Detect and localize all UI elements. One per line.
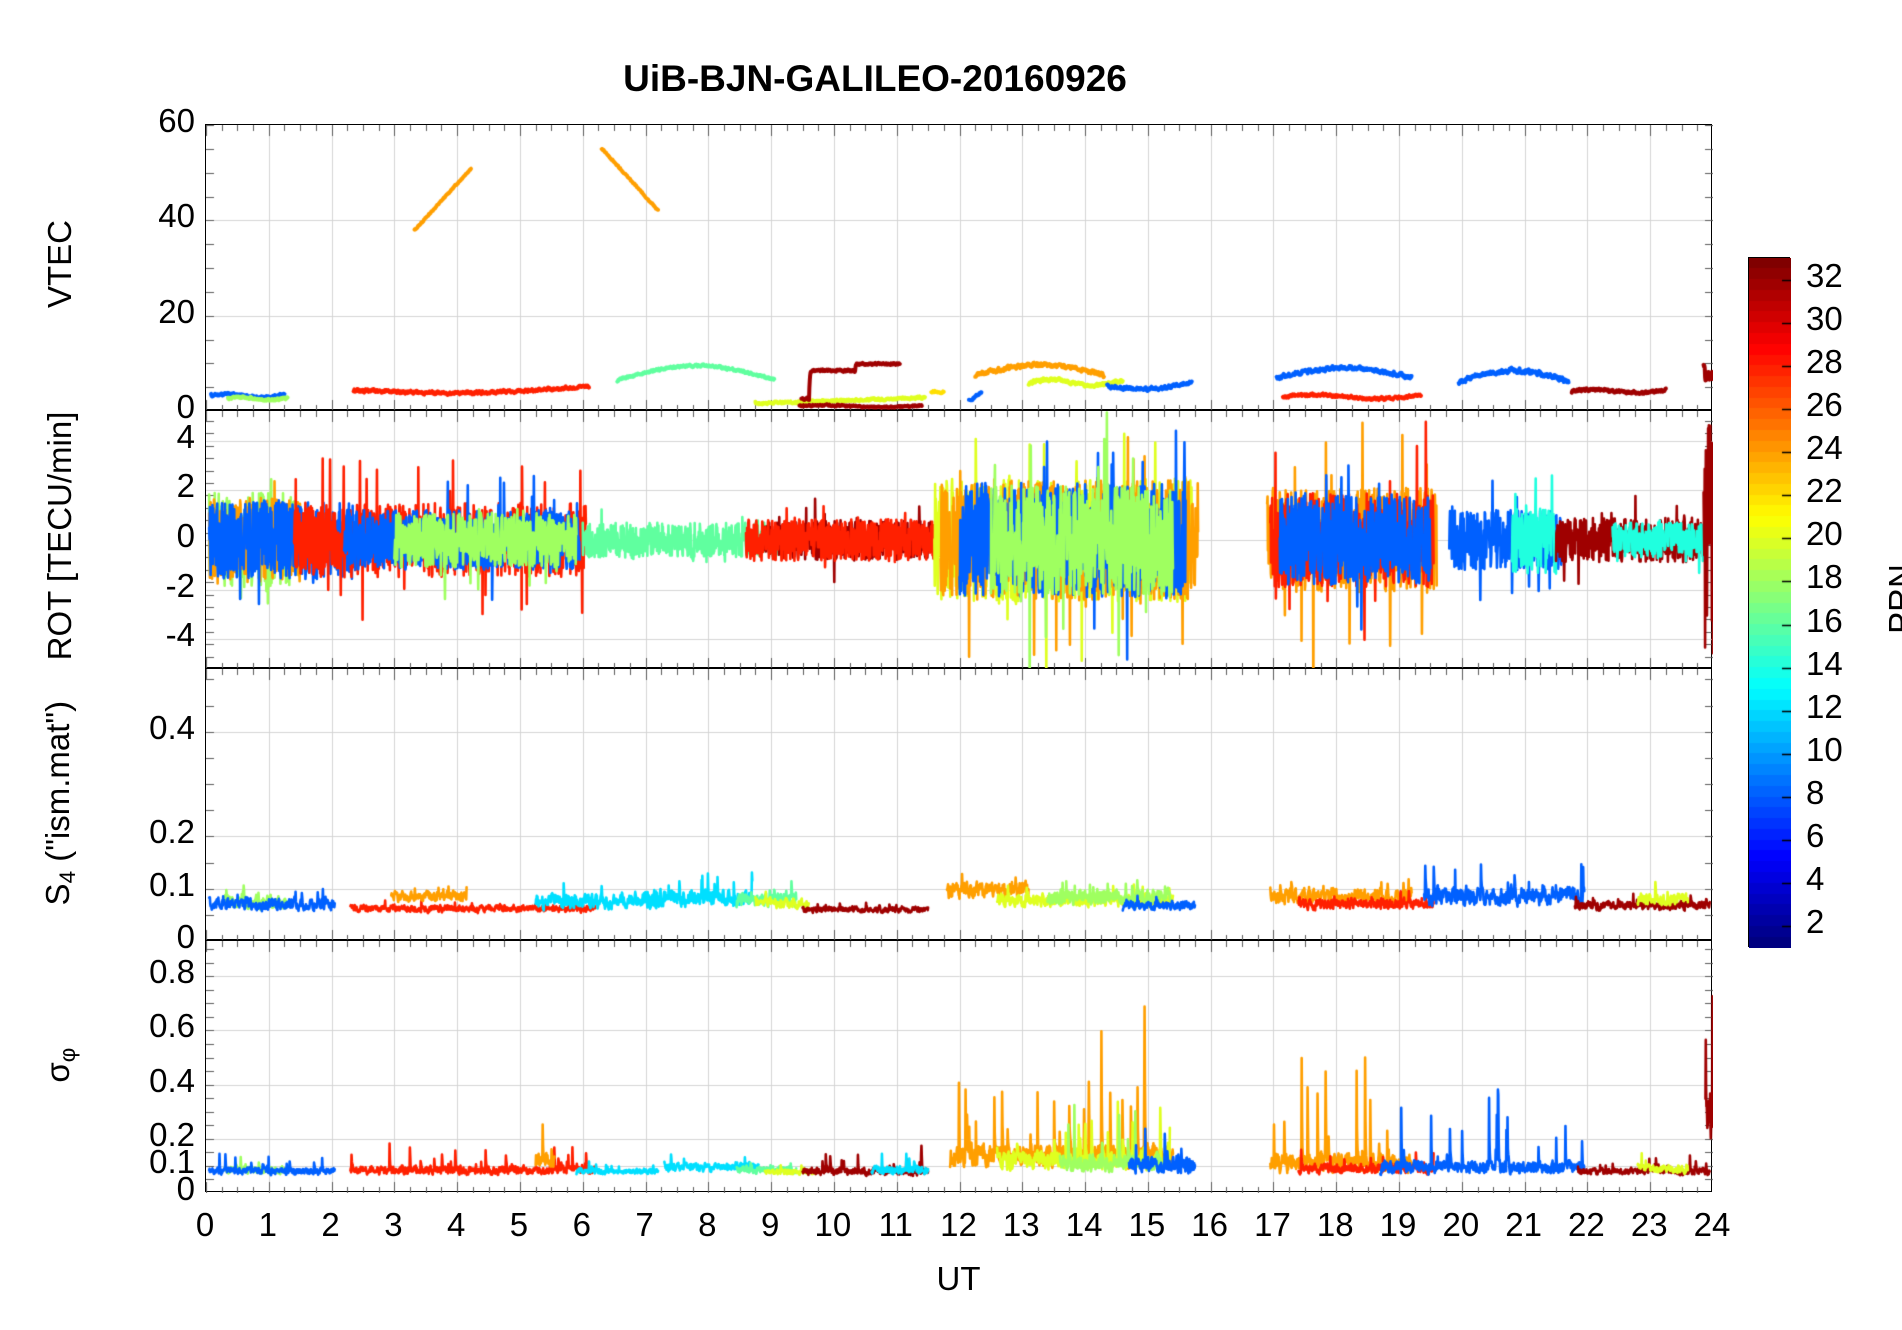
x-tick-label-16: 16 <box>1191 1206 1229 1243</box>
y-axis-label-sigphi: σφ <box>38 1047 81 1083</box>
plot-panel-vtec <box>205 124 1713 411</box>
x-tick-label-7: 7 <box>635 1206 654 1243</box>
y-tick-label-rot-3: 2 <box>176 467 195 505</box>
y-tick-label-rot-0: -4 <box>165 616 195 654</box>
colorbar-tick-label-5: 12 <box>1806 687 1843 725</box>
colorbar-tick-label-8: 18 <box>1806 558 1843 596</box>
y-tick-label-vtec-3: 60 <box>158 102 195 139</box>
colorbar-tick-label-12: 26 <box>1806 385 1843 423</box>
colorbar-tick-label-6: 14 <box>1806 644 1843 682</box>
x-tick-label-2: 2 <box>321 1206 340 1243</box>
colorbar-gradient <box>1749 258 1791 948</box>
y-tick-label-s4-3: 0.4 <box>149 708 195 746</box>
x-tick-label-10: 10 <box>814 1206 852 1243</box>
x-tick-label-11: 11 <box>878 1206 913 1243</box>
colorbar-tick-label-4: 10 <box>1806 730 1843 768</box>
x-tick-label-3: 3 <box>384 1206 403 1243</box>
colorbar-tick-label-2: 6 <box>1806 817 1825 855</box>
y-tick-label-vtec-1: 20 <box>158 292 195 330</box>
x-tick-label-1: 1 <box>258 1206 277 1243</box>
y-tick-label-vtec-0: 0 <box>176 388 195 425</box>
colorbar-tick-label-7: 16 <box>1806 601 1843 639</box>
colorbar-tick-label-3: 8 <box>1806 774 1825 812</box>
y-tick-label-rot-1: -2 <box>165 566 195 604</box>
x-tick-label-9: 9 <box>760 1206 780 1243</box>
colorbar-tick-label-0: 2 <box>1806 903 1825 941</box>
x-tick-label-12: 12 <box>940 1206 977 1243</box>
colorbar-tick-label-15: 32 <box>1806 256 1843 294</box>
y-tick-label-vtec-2: 40 <box>158 197 195 235</box>
colorbar-tick-label-9: 20 <box>1806 515 1843 553</box>
x-tick-label-0: 0 <box>195 1206 215 1243</box>
colorbar-label: PRN <box>1881 564 1902 634</box>
plot-canvas-s4 <box>206 669 1713 941</box>
plot-panel-s4 <box>205 668 1713 941</box>
x-tick-label-18: 18 <box>1316 1206 1354 1243</box>
page-title: UiB-BJN-GALILEO-20160926 <box>623 58 1127 99</box>
colorbar-tick-label-13: 28 <box>1806 342 1843 380</box>
colorbar-tick-label-10: 22 <box>1806 472 1843 510</box>
x-tick-label-19: 19 <box>1379 1206 1417 1243</box>
y-tick-label-rot-4: 4 <box>176 417 195 455</box>
colorbar <box>1748 257 1791 948</box>
x-tick-label-23: 23 <box>1630 1206 1668 1243</box>
x-axis-label: UT <box>936 1260 981 1297</box>
colorbar-tick-label-11: 24 <box>1806 429 1843 467</box>
x-tick-label-6: 6 <box>572 1206 591 1243</box>
x-tick-label-15: 15 <box>1128 1206 1166 1243</box>
y-tick-label-sigphi-1: 0.1 <box>149 1142 195 1180</box>
x-tick-label-21: 21 <box>1505 1206 1542 1243</box>
x-tick-label-8: 8 <box>698 1206 717 1243</box>
plot-canvas-vtec <box>206 125 1713 411</box>
x-tick-label-4: 4 <box>446 1206 466 1243</box>
plot-panel-rot <box>205 410 1713 669</box>
plot-panel-sigphi <box>205 940 1713 1193</box>
x-tick-label-20: 20 <box>1442 1206 1480 1243</box>
plot-canvas-sigphi <box>206 941 1713 1193</box>
x-tick-label-17: 17 <box>1254 1206 1291 1243</box>
x-tick-label-22: 22 <box>1568 1206 1605 1243</box>
y-tick-label-s4-0: 0 <box>176 918 195 955</box>
plot-canvas-rot <box>206 411 1713 669</box>
y-tick-label-sigphi-4: 0.6 <box>149 1007 195 1045</box>
x-tick-label-13: 13 <box>1002 1206 1040 1243</box>
x-tick-label-5: 5 <box>509 1206 529 1243</box>
x-tick-label-24: 24 <box>1693 1206 1731 1243</box>
y-tick-label-s4-2: 0.2 <box>149 813 195 851</box>
y-tick-label-sigphi-5: 0.8 <box>149 953 195 991</box>
y-tick-label-sigphi-3: 0.4 <box>149 1061 195 1099</box>
y-tick-label-s4-1: 0.1 <box>149 865 195 903</box>
y-tick-label-sigphi-2: 0.2 <box>149 1115 195 1153</box>
y-tick-label-rot-2: 0 <box>176 517 195 554</box>
x-tick-label-14: 14 <box>1065 1206 1103 1243</box>
colorbar-tick-label-1: 4 <box>1806 860 1825 898</box>
colorbar-tick-label-14: 30 <box>1806 299 1843 337</box>
y-tick-label-sigphi-0: 0 <box>176 1170 195 1207</box>
